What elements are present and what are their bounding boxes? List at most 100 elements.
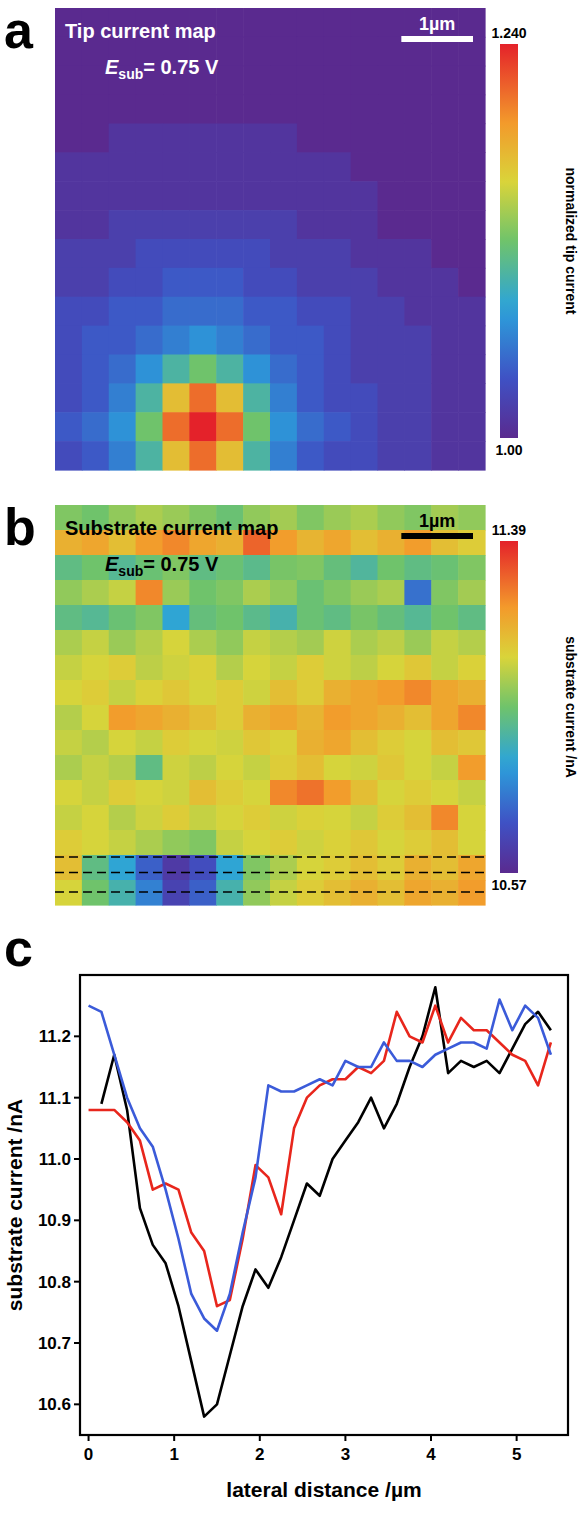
- cell: [270, 95, 297, 124]
- series-group: [89, 987, 551, 1416]
- heatmap-panel: aTip current mapEsub= 0.75 V1µm1.2401.00…: [4, 1, 579, 471]
- cell: [163, 124, 190, 153]
- scale-bar-label: 1µm: [419, 511, 455, 531]
- cell: [189, 580, 216, 606]
- cell: [82, 830, 109, 856]
- annotation-text: = 0.75 V: [143, 553, 219, 575]
- cell: [189, 755, 216, 781]
- cell: [378, 555, 405, 581]
- x-tick-label: 1: [169, 1445, 178, 1464]
- cell: [55, 580, 82, 606]
- scale-bar: [401, 36, 473, 42]
- cell: [216, 95, 243, 124]
- cell: [243, 830, 270, 856]
- cell: [55, 630, 82, 656]
- colorbar-tick: [500, 438, 518, 439]
- cell: [458, 8, 485, 37]
- cell: [404, 730, 431, 756]
- cell: [55, 655, 82, 681]
- cell: [297, 66, 324, 95]
- cell: [351, 605, 378, 631]
- cell: [216, 730, 243, 756]
- y-tick-label: 10.8: [38, 1273, 71, 1292]
- cell: [109, 655, 136, 681]
- cell: [297, 730, 324, 756]
- cell: [378, 580, 405, 606]
- cell: [297, 8, 324, 37]
- cell: [109, 412, 136, 441]
- cell: [270, 705, 297, 731]
- cell: [82, 326, 109, 355]
- cell: [136, 412, 163, 441]
- cell: [431, 555, 458, 581]
- cell: [136, 326, 163, 355]
- cell: [136, 805, 163, 831]
- y-tick-label: 11.1: [39, 1089, 71, 1108]
- cell: [431, 66, 458, 95]
- annotation-text: = 0.75 V: [143, 56, 219, 78]
- cell: [404, 755, 431, 781]
- cell: [431, 326, 458, 355]
- cell: [55, 441, 82, 470]
- cell: [55, 880, 82, 906]
- cell: [297, 855, 324, 881]
- cell: [270, 210, 297, 239]
- scale-bar: [401, 533, 473, 539]
- cell: [351, 268, 378, 297]
- cell: [109, 297, 136, 326]
- cell: [270, 555, 297, 581]
- cell: [109, 855, 136, 881]
- cell: [270, 383, 297, 412]
- cell: [189, 268, 216, 297]
- cell: [163, 297, 190, 326]
- line-panel: c10.610.710.810.911.011.111.2012345later…: [3, 919, 568, 1501]
- cell: [189, 326, 216, 355]
- cell: [216, 441, 243, 470]
- cell: [458, 830, 485, 856]
- cell: [163, 630, 190, 656]
- cell: [378, 655, 405, 681]
- cell: [109, 326, 136, 355]
- cell: [324, 755, 351, 781]
- cell: [109, 239, 136, 268]
- annotation-symbol: E: [105, 56, 119, 78]
- cell: [404, 655, 431, 681]
- cell: [404, 441, 431, 470]
- cell: [136, 355, 163, 384]
- cell: [55, 383, 82, 412]
- cell: [243, 239, 270, 268]
- cell: [82, 383, 109, 412]
- cell: [404, 880, 431, 906]
- cell: [136, 152, 163, 181]
- cell: [216, 66, 243, 95]
- cell: [109, 383, 136, 412]
- cell: [324, 730, 351, 756]
- cell: [351, 755, 378, 781]
- panel-letter: b: [4, 498, 36, 556]
- cell: [458, 580, 485, 606]
- cell: [324, 37, 351, 66]
- cell: [243, 210, 270, 239]
- cell: [431, 855, 458, 881]
- cell: [109, 730, 136, 756]
- cell: [324, 555, 351, 581]
- cell: [324, 66, 351, 95]
- cell: [431, 181, 458, 210]
- cell: [189, 605, 216, 631]
- cell: [324, 8, 351, 37]
- cell: [378, 239, 405, 268]
- cell: [243, 152, 270, 181]
- cell: [351, 805, 378, 831]
- cell: [270, 855, 297, 881]
- colorbar-tick: [500, 873, 518, 874]
- cell: [270, 830, 297, 856]
- cell: [163, 655, 190, 681]
- cell: [243, 880, 270, 906]
- cell: [216, 210, 243, 239]
- cell: [163, 830, 190, 856]
- cell: [163, 605, 190, 631]
- cell: [216, 239, 243, 268]
- cell: [189, 780, 216, 806]
- cell: [109, 880, 136, 906]
- cell: [163, 210, 190, 239]
